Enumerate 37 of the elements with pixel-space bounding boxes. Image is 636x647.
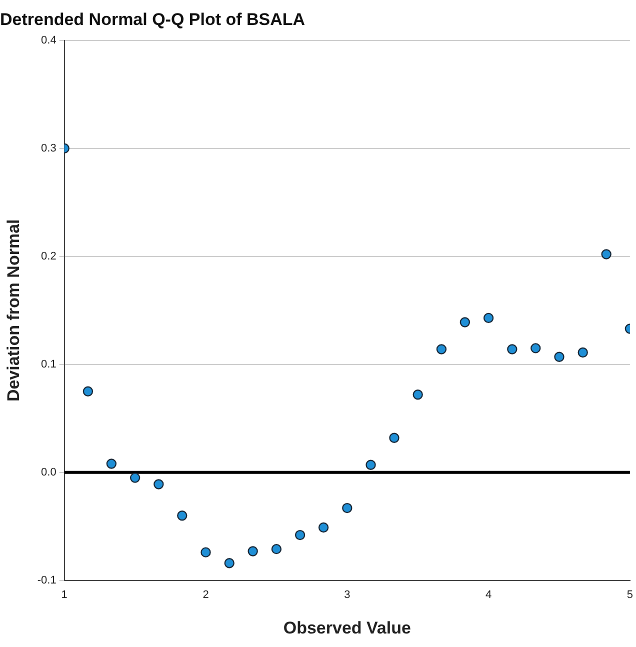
point	[224, 558, 234, 568]
point	[294, 530, 306, 540]
point	[130, 472, 140, 483]
chart-title: Detrended Normal Q-Q Plot of BSALA	[0, 10, 306, 29]
x-tick-label: 2	[202, 589, 209, 602]
point	[154, 479, 164, 490]
x-tick-label: 5	[626, 589, 634, 602]
point	[578, 347, 588, 358]
x-axis-title: Observed Value	[283, 618, 411, 638]
point	[106, 458, 117, 469]
x-tick-label: 1	[61, 589, 68, 602]
point	[366, 460, 376, 470]
point	[177, 510, 188, 521]
point	[318, 522, 329, 533]
y-tick-label: 0.2	[41, 250, 56, 262]
point	[342, 502, 352, 514]
y-axis-title: Deviation from Normal	[4, 219, 23, 402]
point	[436, 344, 447, 354]
point	[601, 249, 612, 260]
point	[82, 386, 94, 396]
point	[271, 544, 282, 554]
x-tick-label: 4	[485, 589, 492, 602]
point	[507, 344, 518, 354]
point	[248, 546, 258, 556]
point	[412, 390, 423, 400]
point	[460, 317, 470, 328]
y-tick-label: -0.1	[37, 574, 56, 586]
point	[554, 352, 564, 362]
x-tick-label: 3	[344, 589, 350, 602]
point	[200, 547, 211, 558]
point	[483, 312, 494, 324]
y-tick-label: 0.0	[41, 466, 56, 478]
y-tick-label: 0.1	[41, 358, 56, 370]
point	[389, 432, 400, 443]
y-tick-label: 0.3	[41, 142, 56, 154]
point	[530, 343, 541, 354]
y-tick-label: 0.4	[41, 34, 56, 46]
